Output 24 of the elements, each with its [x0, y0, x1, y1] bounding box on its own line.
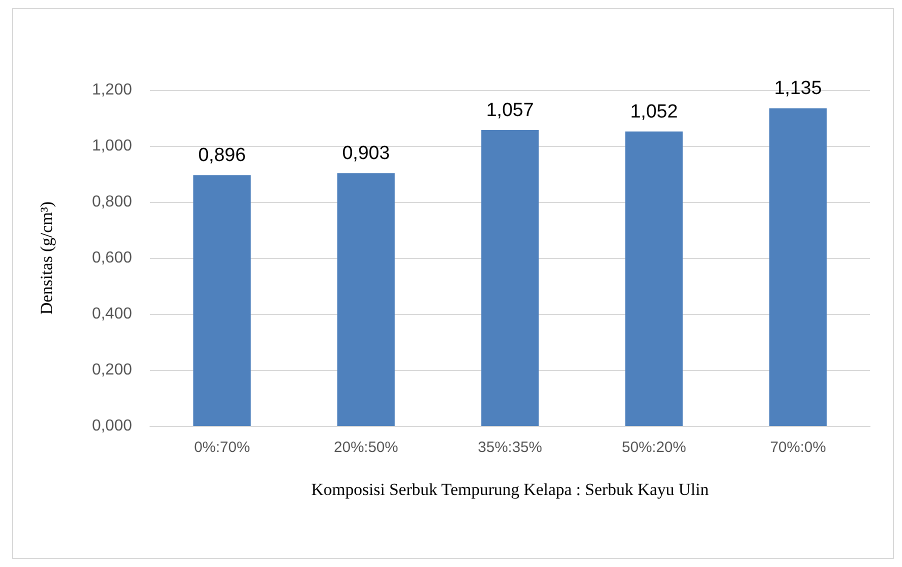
data-label: 1,052 [630, 101, 678, 122]
y-tick-label: 0,800 [92, 194, 132, 210]
x-tick-label: 20%:50% [334, 439, 398, 456]
x-tick-label: 70%:0% [770, 439, 826, 456]
y-tick-label: 0,600 [92, 250, 132, 266]
x-tick-label: 50%:20% [622, 439, 686, 456]
y-tick-label: 1,000 [92, 138, 132, 154]
y-tick-label: 1,200 [92, 82, 132, 98]
y-tick-label: 0,400 [92, 306, 132, 322]
y-axis-title: Densitas (g/cm³) [37, 201, 56, 315]
x-tick-label: 35%:35% [478, 439, 542, 456]
data-label: 1,135 [774, 78, 822, 100]
bar [625, 131, 683, 426]
bar [769, 108, 827, 426]
bar [193, 175, 251, 426]
y-tick-label: 0,200 [92, 362, 132, 378]
data-label: 0,896 [198, 145, 246, 166]
data-label: 1,057 [486, 100, 534, 122]
data-label: 0,903 [342, 143, 390, 164]
y-tick-label: 0,000 [92, 418, 132, 434]
x-axis-title: Komposisi Serbuk Tempurung Kelapa : Serbuk Kayu Ulin [311, 480, 710, 499]
bar [481, 130, 539, 426]
bar [337, 173, 395, 426]
x-tick-label: 0%:70% [194, 439, 250, 456]
